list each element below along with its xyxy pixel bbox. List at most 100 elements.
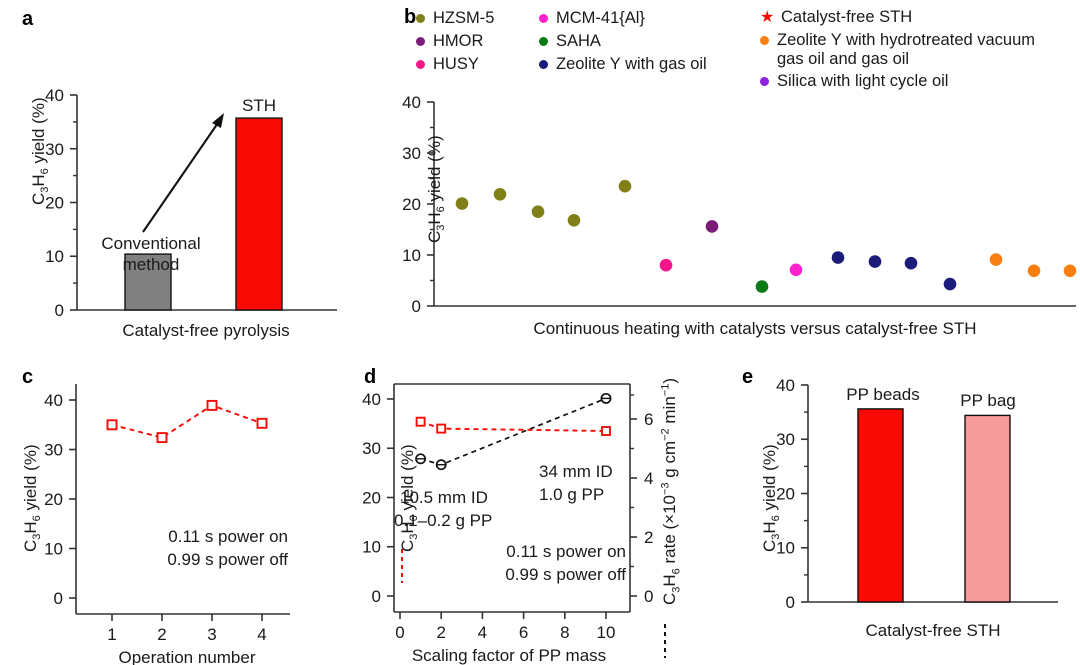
panel-a-ytick-40: 40 <box>45 86 64 105</box>
panel-c-markers <box>106 399 268 444</box>
data-point <box>943 277 957 291</box>
data-point <box>755 280 769 293</box>
legend-item-zeolite-y-hydrotreated[interactable]: Zeolite Y with hydrotreated vacuum gas o… <box>760 31 1035 69</box>
ylabel-h: H <box>424 212 444 225</box>
data-point <box>904 256 918 270</box>
data-point <box>868 255 882 268</box>
data-point-marker <box>601 426 611 436</box>
data-point-marker <box>256 417 268 429</box>
data-point <box>493 188 507 201</box>
ylabel-rest: rate (×10 <box>660 494 680 569</box>
ylabel-h: H <box>660 574 680 587</box>
ylabel-sup3: −1 <box>659 383 672 397</box>
data-point <box>659 258 673 272</box>
data-point <box>455 197 469 210</box>
panel-d-annotation-b1: 34 mm ID <box>539 462 613 481</box>
panel-a-arrow-icon <box>142 113 224 233</box>
ylabel-sub6: 6 <box>670 568 683 575</box>
panel-a-annotation-line2: method <box>123 255 180 274</box>
legend-marker-circle-icon <box>539 14 548 23</box>
panel-e-xlabel: Catalyst-free STH <box>865 621 1000 640</box>
data-point-marker <box>106 419 118 431</box>
panel-b-points <box>455 179 1077 293</box>
ylabel-sub3: 3 <box>435 224 448 231</box>
panel-e-ytick-40: 40 <box>776 376 795 395</box>
ylabel-sub6: 6 <box>770 515 783 522</box>
panel-e-label: e <box>742 366 753 388</box>
panel-e-ytick-20: 20 <box>776 485 795 504</box>
panel-c-ytick-40: 40 <box>44 391 63 410</box>
panel-a-ylabel: C3H6 yield (%) <box>29 71 51 231</box>
legend-item-catalyst-free-sth[interactable]: ★ Catalyst-free STH <box>760 8 912 27</box>
data-point-marker <box>156 432 168 444</box>
panel-a-ytick-10: 10 <box>45 247 64 266</box>
legend-marker-circle-icon <box>416 60 425 69</box>
ylabel-sub3: 3 <box>408 533 421 540</box>
panel-c-annotation-line1: 0.11 s power on <box>168 527 288 546</box>
panel-d-ylabel-right: C3H6 rate (×10−3 g cm−2 min−1) <box>659 377 682 607</box>
legend-item-zeolite-y-gas-oil[interactable]: Zeolite Y with gas oil <box>539 55 707 74</box>
ylabel-sup2: −2 <box>659 428 672 441</box>
ylabel-c: C <box>20 539 40 553</box>
panel-b-ytick-30: 30 <box>402 144 421 163</box>
panel-d-ytickL-20: 20 <box>362 489 381 508</box>
ylabel-c: C <box>424 230 444 244</box>
panel-e-chart: 0 10 20 30 40 PP beads PP bag Catalyst-f… <box>776 376 1058 640</box>
panel-a-annotation-line1: Conventional <box>101 234 200 253</box>
panel-d-rate-key-dash <box>664 624 666 658</box>
panel-b-legend: HZSM-5 HMOR HUSY MCM-41{Al} SAHA Zeolite… <box>398 0 1080 92</box>
panel-e-bar-label-bag: PP bag <box>960 391 1015 410</box>
ylabel-rest: yield (%) <box>20 444 40 516</box>
panel-b-ytick-10: 10 <box>402 246 421 265</box>
data-point <box>531 205 545 218</box>
panel-c-xlabel: Operation number <box>118 648 255 665</box>
ylabel-sup: −3 <box>659 482 672 495</box>
panel-c-series-line <box>111 404 263 439</box>
panel-d-rate-line <box>420 397 607 466</box>
ylabel-close: ) <box>660 377 680 384</box>
panel-b-ytick-0: 0 <box>412 297 421 316</box>
panel-d-chart: 0 10 20 30 40 0 2 4 6 0 2 4 6 8 10 <box>362 383 653 665</box>
ylabel-sub6: 6 <box>39 168 52 175</box>
legend-item-silica-light-cycle-oil[interactable]: Silica with light cycle oil <box>760 72 948 91</box>
legend-item-husy[interactable]: HUSY <box>416 55 479 74</box>
ylabel-c: C <box>660 592 680 606</box>
ylabel-h: H <box>28 174 48 187</box>
legend-item-hzsm5[interactable]: HZSM-5 <box>416 9 494 28</box>
panel-a-chart: 0 10 20 30 40 STH Conventional method Ca… <box>45 86 337 340</box>
legend-marker-circle-icon <box>416 37 425 46</box>
panel-d-xtick-8: 8 <box>560 623 569 642</box>
legend-marker-circle-icon <box>416 14 425 23</box>
ylabel-sub6: 6 <box>435 206 448 213</box>
panel-e-bar-pp-bag <box>964 414 1011 603</box>
legend-label: SAHA <box>556 32 601 50</box>
panel-c-xtick-3: 3 <box>207 625 216 644</box>
legend-marker-circle-icon <box>760 77 769 86</box>
panel-d-yield-markers <box>415 416 611 436</box>
legend-label: HMOR <box>433 32 484 50</box>
ylabel-tail2: min <box>660 396 680 429</box>
legend-item-mcm41al[interactable]: MCM-41{Al} <box>539 9 645 28</box>
panel-c-ytick-10: 10 <box>44 540 63 559</box>
panel-d-annotation-b2: 1.0 g PP <box>539 485 604 504</box>
panel-c-xtick-4: 4 <box>257 625 266 644</box>
ylabel-sub6: 6 <box>31 515 44 522</box>
ylabel-c: C <box>759 539 779 553</box>
panel-b-xlabel: Continuous heating with catalysts versus… <box>533 319 976 338</box>
panel-c-ytick-0: 0 <box>54 589 63 608</box>
legend-item-saha[interactable]: SAHA <box>539 32 601 51</box>
panel-b-ytick-40: 40 <box>402 93 421 112</box>
panel-e-bar-pp-beads <box>857 408 904 603</box>
panel-c-ylabel: C3H6 yield (%) <box>21 418 43 578</box>
panel-a-ytick-30: 30 <box>45 140 64 159</box>
data-point <box>1027 264 1041 278</box>
legend-item-hmor[interactable]: HMOR <box>416 32 483 51</box>
panel-d-xtick-0: 0 <box>395 623 404 642</box>
panel-d-ytickR-0: 0 <box>644 587 653 606</box>
panel-d-rate-markers <box>415 392 612 471</box>
panel-c-chart: 0 10 20 30 40 1 2 3 4 0.11 s power on 0.… <box>44 384 290 665</box>
panel-b-label: b <box>404 6 416 28</box>
legend-label-line1: Zeolite Y with hydrotreated vacuum <box>777 31 1036 49</box>
panel-d-annotation-a1: 10.5 mm ID <box>400 488 488 507</box>
panel-c: c C3H6 yield (%) 0 10 20 30 40 1 2 3 4 <box>0 352 300 665</box>
